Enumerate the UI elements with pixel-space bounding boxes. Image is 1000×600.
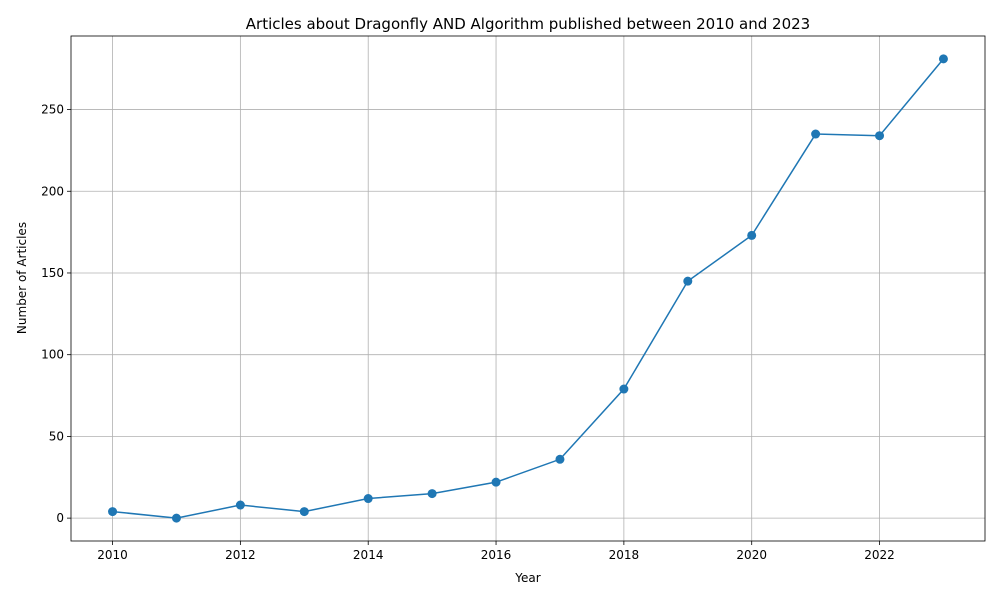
data-point — [108, 507, 118, 517]
x-tick-label: 2012 — [225, 548, 256, 562]
series-layer — [108, 54, 948, 523]
x-tick-label: 2018 — [609, 548, 640, 562]
data-point — [299, 507, 309, 517]
data-point — [171, 513, 181, 523]
x-tick-label: 2022 — [864, 548, 895, 562]
data-point — [683, 276, 693, 286]
x-tick-label: 2014 — [353, 548, 384, 562]
y-tick-label: 150 — [41, 266, 64, 280]
y-tick-label: 250 — [41, 103, 64, 117]
y-tick-label: 100 — [41, 348, 64, 362]
y-axis-label: Number of Articles — [15, 222, 29, 334]
data-point — [235, 500, 245, 510]
x-axis-label: Year — [514, 571, 540, 585]
data-point — [811, 129, 821, 139]
axis-layer: 2010 2012 2014 2016 2018 2020 2022 0 50 100 150 200… — [41, 35, 986, 562]
data-point — [427, 489, 437, 499]
y-tick-label: 200 — [41, 184, 64, 198]
y-tick-label: 0 — [56, 511, 64, 525]
data-point — [938, 54, 948, 64]
data-point — [491, 477, 501, 487]
x-tick-label: 2010 — [97, 548, 128, 562]
chart-title: Articles about Dragonfly AND Algorithm p… — [246, 15, 810, 33]
data-point — [875, 131, 885, 141]
data-point — [747, 230, 757, 240]
plot-frame — [70, 35, 986, 542]
y-tick-label: 50 — [49, 429, 64, 443]
data-point — [619, 384, 629, 394]
grid-layer — [71, 36, 985, 541]
series-line — [112, 58, 945, 519]
data-point — [555, 454, 565, 464]
x-tick-label: 2020 — [736, 548, 767, 562]
x-tick-label: 2016 — [481, 548, 512, 562]
data-point — [363, 494, 373, 504]
